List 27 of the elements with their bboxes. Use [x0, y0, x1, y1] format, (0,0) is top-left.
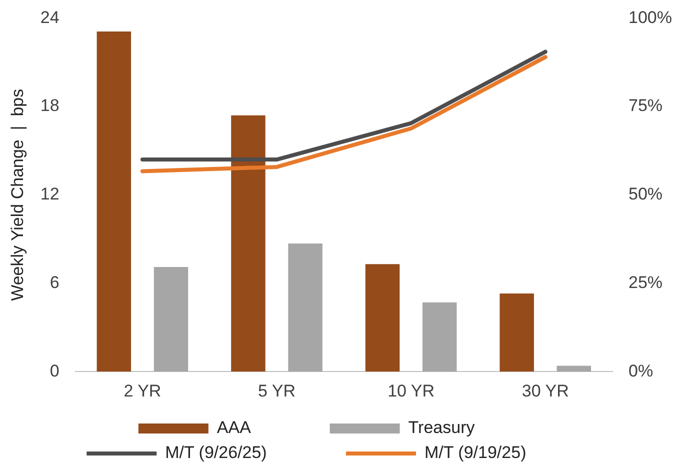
y2-tick-label: 0%	[628, 361, 654, 380]
legend-label: M/T (9/19/25)	[424, 443, 598, 462]
y2-tick-label: 100%	[628, 8, 672, 27]
y2-tick-label: 50%	[628, 184, 663, 204]
y-tick-label: 12	[40, 184, 60, 204]
x-tick-label: 30 YR	[522, 381, 569, 400]
bar	[365, 264, 400, 372]
bar	[154, 267, 188, 372]
bar	[556, 366, 592, 372]
y-tick-label: 18	[40, 96, 60, 116]
x-tick-label: 5 YR	[258, 381, 296, 400]
y-axis-title: Weekly Yield Change | bps	[8, 88, 27, 301]
y2-tick-label: 25%	[628, 272, 663, 292]
bar	[96, 31, 132, 372]
legend-label: AAA	[216, 418, 321, 438]
bar	[422, 302, 457, 372]
x-tick-label: 10 YR	[388, 381, 435, 400]
legend-label: Treasury	[408, 418, 546, 438]
bar	[288, 243, 322, 372]
y-tick-label: 6	[50, 272, 60, 292]
y-tick-label: 24	[40, 8, 60, 27]
y2-tick-label: 75%	[628, 96, 663, 116]
legend-label: M/T (9/26/25)	[165, 443, 338, 462]
y-tick-label: 0	[50, 361, 60, 380]
bar	[500, 294, 534, 372]
bar	[231, 115, 266, 372]
x-tick-label: 2 YR	[124, 381, 162, 400]
